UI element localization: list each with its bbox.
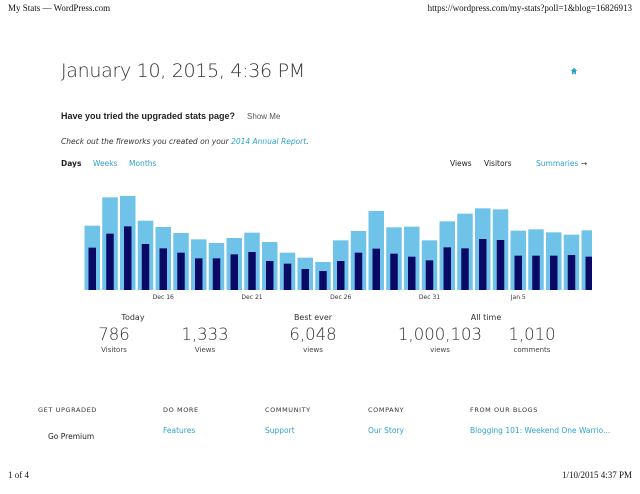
best-views-value: 6,048: [289, 325, 337, 344]
footer-link-our-story[interactable]: Our Story: [368, 426, 404, 435]
alltime-comments-value: 1,010: [508, 325, 556, 344]
footer-link-go-premium[interactable]: Go Premium: [48, 432, 95, 441]
visitors-bar[interactable]: [212, 258, 221, 290]
annual-report-link[interactable]: 2014 Annual Report: [231, 137, 307, 146]
annual-report-text: Check out the fireworks you created on y…: [61, 137, 232, 146]
visitors-bar[interactable]: [177, 252, 185, 290]
print-page-title: My Stats — WordPress.com: [8, 3, 111, 13]
today-visitors-value: 786: [98, 325, 130, 344]
visitors-bar[interactable]: [425, 260, 434, 290]
visitors-bar[interactable]: [248, 252, 256, 290]
x-tick-label: Dec 31: [419, 294, 440, 301]
visitors-bar[interactable]: [354, 252, 363, 290]
visitors-bar[interactable]: [266, 261, 274, 290]
best-heading: Best ever: [293, 313, 333, 322]
visitors-bar[interactable]: [461, 248, 469, 290]
visitors-bar[interactable]: [390, 253, 398, 290]
footer-heading-company: COMPANY: [368, 406, 405, 414]
alltime-comments-label: comments: [513, 346, 551, 354]
home-icon[interactable]: [570, 67, 578, 75]
visitors-bar[interactable]: [88, 247, 97, 290]
visitors-bar[interactable]: [124, 226, 132, 290]
visitors-bar[interactable]: [337, 261, 345, 290]
alltime-views-value: 1,000,103: [398, 325, 482, 344]
visitors-bar[interactable]: [514, 255, 523, 290]
footer-link-blog-post[interactable]: Blogging 101: Weekend One Warrio...: [470, 426, 611, 435]
visitors-bar[interactable]: [585, 256, 593, 290]
annual-report-suffix: .: [306, 137, 309, 146]
x-tick-label: Dec 16: [153, 294, 174, 301]
today-heading: Today: [121, 313, 145, 322]
footer-heading-upgrade: GET UPGRADED: [38, 406, 97, 414]
footer-link-features[interactable]: Features: [163, 426, 196, 435]
x-tick-label: Dec 26: [330, 294, 351, 301]
visitors-bar[interactable]: [319, 271, 327, 290]
visitors-bar[interactable]: [567, 255, 576, 290]
visitors-bar[interactable]: [230, 254, 239, 290]
alltime-heading: All time: [470, 313, 502, 322]
upgrade-prompt: Have you tried the upgraded stats page? …: [61, 111, 280, 121]
visitors-bar[interactable]: [532, 255, 540, 290]
page-title: January 10, 2015, 4:36 PM: [61, 60, 305, 82]
visitors-bar[interactable]: [141, 244, 150, 290]
today-views-value: 1,333: [181, 325, 229, 344]
footer-heading-do-more: DO MORE: [163, 406, 199, 414]
alltime-views-label: views: [430, 346, 450, 354]
visitors-bar[interactable]: [372, 248, 381, 290]
best-views-label: views: [303, 346, 323, 354]
visitors-bar[interactable]: [283, 263, 292, 290]
visitors-bar[interactable]: [159, 248, 168, 290]
tab-months[interactable]: Months: [129, 159, 157, 168]
footer-heading-community: COMMUNITY: [265, 406, 311, 414]
summaries-link[interactable]: Summaries →: [536, 159, 587, 168]
tab-weeks[interactable]: Weeks: [93, 159, 118, 168]
x-tick-label: Dec 21: [241, 294, 262, 301]
print-page-number: 1 of 4: [8, 470, 29, 480]
visitors-bar[interactable]: [443, 247, 452, 290]
show-me-button[interactable]: Show Me: [247, 112, 281, 121]
tab-views[interactable]: Views: [450, 159, 472, 168]
visitors-bar[interactable]: [496, 240, 505, 290]
today-visitors-label: Visitors: [101, 346, 127, 354]
tab-visitors[interactable]: Visitors: [484, 159, 512, 168]
stats-chart: Dec 16 Dec 21 Dec 26 Dec 31 Jan 5: [84, 196, 593, 301]
visitors-bar[interactable]: [550, 255, 558, 290]
arrow-right-icon: →: [580, 159, 588, 168]
upgrade-question: Have you tried the upgraded stats page?: [61, 111, 236, 121]
summaries-label: Summaries: [536, 159, 579, 168]
x-tick-label: Jan 5: [510, 294, 526, 301]
print-url: https://wordpress.com/my-stats?poll=1&bl…: [427, 3, 632, 13]
visitors-bar[interactable]: [408, 256, 416, 290]
today-views-label: Views: [194, 346, 216, 354]
footer-heading-blogs: FROM OUR BLOGS: [470, 406, 539, 414]
visitors-bar[interactable]: [479, 239, 487, 290]
visitors-bar[interactable]: [301, 269, 310, 290]
annual-report-note: Check out the fireworks you created on y…: [61, 137, 309, 146]
print-datetime: 1/10/2015 4:37 PM: [561, 470, 632, 480]
footer-link-support[interactable]: Support: [265, 426, 295, 435]
visitors-bar[interactable]: [106, 233, 114, 290]
visitors-bar[interactable]: [195, 258, 203, 290]
tab-days[interactable]: Days: [61, 159, 82, 168]
